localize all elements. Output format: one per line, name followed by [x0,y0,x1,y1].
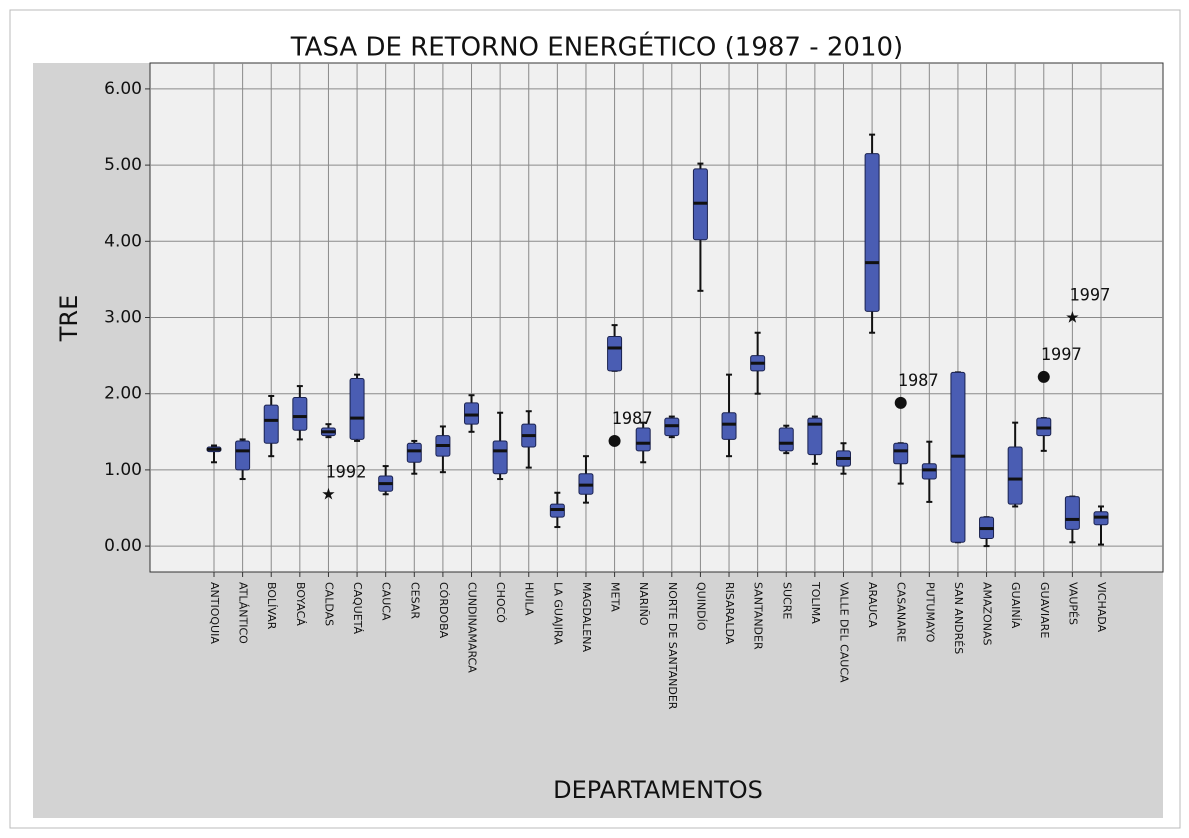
outlier [608,434,621,447]
box [235,440,251,471]
box [1007,446,1023,505]
x-tick-label: META [609,582,622,612]
x-tick-label: PUTUMAYO [923,582,936,643]
x-tick-label: TOLIMA [809,581,822,624]
y-tick-label: 4.00 [104,231,142,251]
y-tick-label: 6.00 [104,79,142,99]
box [349,377,365,440]
x-tick-label: GUAINÍA [1009,582,1022,629]
x-tick-label: SANTANDER [752,582,765,650]
box [721,412,737,440]
y-tick-label: 1.00 [104,460,142,480]
y-tick-label: 5.00 [104,155,142,175]
x-tick-label: SUCRE [780,582,793,619]
box [464,402,480,425]
outlier-label: 1987 [612,409,653,429]
box [292,397,308,431]
outlier-label: 1987 [898,371,939,391]
x-tick-label: CESAR [408,582,421,619]
x-tick-label: SAN ANDRÉS [952,582,965,654]
outlier [322,487,335,500]
chart-title: TASA DE RETORNO ENERGÉTICO (1987 - 2010) [290,31,903,63]
x-tick-label: BOLÍVAR [265,582,278,630]
x-tick-label: CASANARE [895,582,908,642]
box [406,442,422,463]
outlier [894,396,907,409]
x-tick-label: BOYACÁ [294,582,307,626]
x-tick-label: ARAUCA [866,582,879,628]
x-tick-label: QUINDÍO [694,582,707,631]
y-tick-label: 2.00 [104,384,142,404]
x-tick-label: VALLE DEL CAUCA [837,582,850,683]
x-tick-label: HUILA [523,582,536,616]
box [492,440,508,475]
box [864,153,880,312]
x-tick-label: NORTE DE SANTANDER [666,582,679,710]
x-axis-label: DEPARTAMENTOS [553,776,763,804]
outlier-label: 1992 [325,462,366,482]
x-tick-label: VICHADA [1095,582,1108,633]
x-tick-label: ANTIOQUIA [208,582,221,644]
box [921,463,937,480]
box [635,427,651,452]
y-tick-label: 0.00 [104,536,142,556]
x-tick-label: AMAZONAS [981,582,994,645]
x-tick-label: CUNDINAMARCA [466,582,479,673]
x-tick-label: CAUCA [380,582,393,621]
x-tick-label: RISARALDA [723,582,736,645]
box [1064,496,1080,530]
x-tick-label: LA GUAJIRA [551,582,564,645]
box [263,404,279,444]
x-tick-label: NARIÑO [637,582,650,626]
y-tick-label: 3.00 [104,308,142,328]
box [607,336,623,372]
x-tick-label: CHOCÓ [494,582,507,623]
plot: 0.00 1.00 2.00 3.00 4.00 5.00 6.00 ANTIOQUIA ATL… [104,63,1163,710]
outlier [1037,370,1050,383]
outlier-label: 1997 [1041,345,1082,365]
y-axis-label: TRE [55,295,83,343]
x-tick-label: GUAVIARE [1038,582,1051,638]
outlier [1066,311,1079,323]
x-tick-label: CAQUETÁ [351,582,364,635]
box [807,417,823,456]
x-tick-label: VAUPÉS [1066,582,1079,625]
box [893,442,909,465]
x-tick-label: CÓRDOBA [437,582,450,639]
x-tick-label: MAGDALENA [580,582,593,652]
x-tick-label: CALDAS [322,582,335,626]
x-tick-label: ATLÁNTICO [237,582,250,644]
box [778,427,794,452]
outlier-label: 1997 [1069,286,1110,306]
